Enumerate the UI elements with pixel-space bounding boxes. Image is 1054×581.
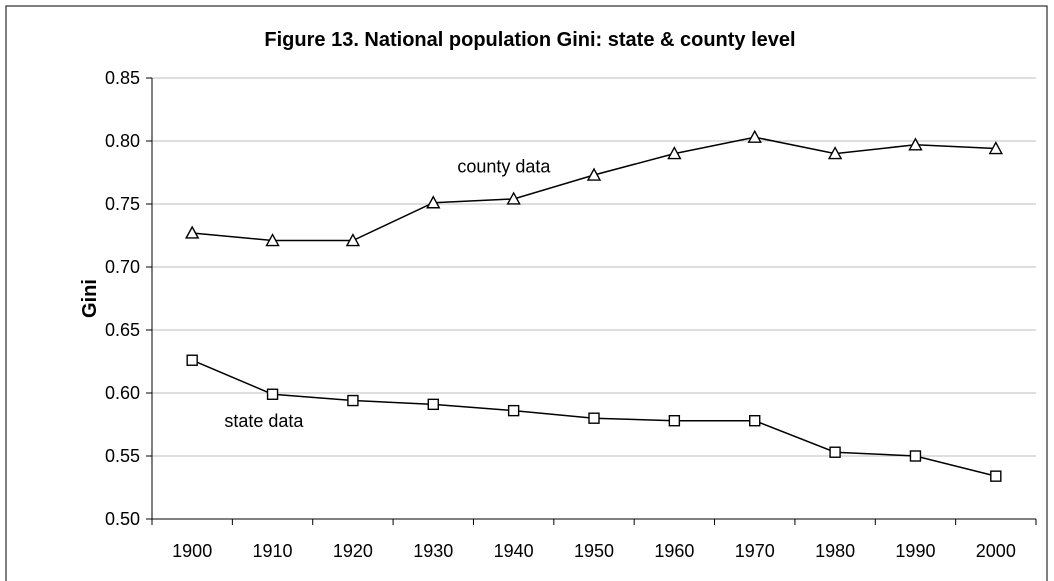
y-tick-label: 0.50 — [105, 509, 140, 529]
y-tick-label: 0.55 — [105, 446, 140, 466]
grid-lines — [152, 77, 1036, 457]
state-square-marker — [427, 398, 439, 411]
county-triangle-marker — [908, 137, 923, 151]
state-annotation: state data — [224, 411, 304, 431]
chart-frame — [5, 5, 1048, 581]
x-tick-label: 1950 — [574, 541, 614, 561]
state-square-marker — [266, 388, 279, 400]
county-triangle-marker — [667, 146, 682, 160]
x-tick-label: 1920 — [333, 541, 373, 561]
state-square-marker — [507, 404, 520, 417]
state-square-marker — [909, 450, 922, 462]
x-tick-label: 1910 — [253, 541, 293, 561]
state-square-marker — [829, 446, 841, 458]
x-tick-label: 1960 — [654, 541, 694, 561]
series-group — [185, 129, 1003, 482]
x-tick-label: 1940 — [494, 541, 534, 561]
x-tick-label: 1970 — [735, 541, 775, 561]
county-triangle-marker — [345, 233, 361, 247]
chart-title: Figure 13. National population Gini: sta… — [264, 29, 795, 51]
state-square-marker — [749, 415, 761, 427]
x-tick-label: 1900 — [172, 541, 212, 561]
county-triangle-marker — [827, 146, 843, 160]
county-triangle-marker — [988, 141, 1003, 155]
county-triangle-marker — [747, 129, 762, 143]
y-tick-label: 0.85 — [105, 68, 140, 88]
x-tick-label: 1930 — [413, 541, 453, 561]
x-tick-label: 1980 — [815, 541, 855, 561]
y-axis-label: Gini — [79, 279, 101, 318]
county-triangle-marker — [426, 195, 441, 209]
state-square-marker — [990, 470, 1002, 482]
series-annotations: county data state data — [224, 157, 551, 432]
x-axis: 1900 1910 1920 1930 1940 1950 1960 1970 1980 1990… — [151, 518, 1037, 561]
x-tick-label: 1990 — [895, 541, 935, 561]
county-triangle-marker — [586, 167, 602, 181]
y-tick-label: 0.60 — [105, 383, 140, 403]
county-triangle-marker — [265, 233, 280, 247]
y-axis: 0.50 0.55 0.60 0.65 0.70 0.75 0.80 0.85 — [105, 68, 153, 529]
y-tick-label: 0.80 — [105, 131, 140, 151]
state-square-marker — [186, 354, 198, 366]
state-square-marker — [668, 415, 681, 427]
x-tick-label: 2000 — [976, 541, 1016, 561]
series-county — [185, 129, 1003, 247]
county-annotation: county data — [457, 157, 551, 177]
state-square-marker — [588, 412, 600, 424]
state-square-marker — [347, 394, 359, 407]
y-tick-label: 0.75 — [105, 194, 140, 214]
y-tick-label: 0.65 — [105, 320, 140, 340]
county-triangle-marker — [185, 225, 200, 239]
county-triangle-marker — [506, 191, 521, 205]
y-tick-label: 0.70 — [105, 257, 140, 277]
series-state — [186, 354, 1002, 482]
